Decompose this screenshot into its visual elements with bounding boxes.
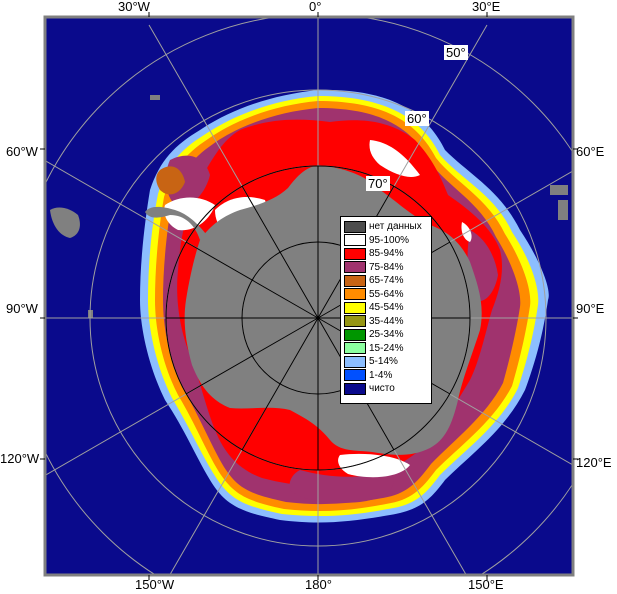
legend-swatch [344, 234, 366, 246]
ice-purple-patch [165, 155, 210, 206]
legend-label: чисто [369, 383, 395, 394]
ice-purple-patch-3 [289, 470, 394, 503]
lon-label-30w: 30°W [118, 0, 150, 14]
lon-label-150w: 150°W [135, 577, 175, 592]
legend-label: 95-100% [369, 234, 410, 246]
legend-swatch [344, 355, 366, 368]
legend-swatch [344, 288, 366, 300]
legend-label: 5-14% [369, 356, 398, 367]
legend-label: 85-94% [369, 248, 404, 259]
legend-item: 45-54% [344, 301, 431, 314]
legend-swatch [344, 220, 366, 233]
legend-label: 15-24% [369, 342, 404, 354]
legend-label: 55-64% [369, 288, 404, 300]
legend-swatch [344, 369, 366, 381]
legend-item: 85-94% [344, 247, 431, 260]
legend-swatch [344, 342, 366, 354]
ice-orange-patch [156, 166, 185, 195]
legend-label: нет данных [369, 221, 422, 232]
lon-label-180: 180° [305, 577, 332, 592]
lon-label-120e: 120°E [576, 455, 612, 470]
legend-item: 15-24% [344, 342, 431, 355]
land-patch-right-2 [558, 200, 568, 220]
legend: нет данных 95-100% 85-94% 75-84% 65-74% 55-64… [340, 216, 432, 404]
legend-swatch [344, 301, 366, 314]
legend-swatch [344, 328, 366, 341]
legend-swatch [344, 247, 366, 260]
legend-item: 5-14% [344, 355, 431, 368]
legend-swatch [344, 261, 366, 273]
lon-label-90e: 90°E [576, 301, 605, 316]
axis-ticks [40, 12, 578, 580]
land-patch-small [150, 95, 160, 100]
legend-label: 35-44% [369, 315, 404, 327]
legend-item: 1-4% [344, 369, 431, 382]
legend-item: 55-64% [344, 288, 431, 301]
map-frame [43, 15, 575, 577]
land-patch-left [50, 207, 80, 238]
legend-label: 1-4% [369, 369, 393, 381]
lat-label-60: 60° [405, 111, 429, 126]
legend-label: 65-74% [369, 275, 404, 286]
legend-swatch [344, 315, 366, 327]
lon-label-30e: 30°E [472, 0, 501, 14]
ice-white-patch-4 [338, 453, 410, 478]
lon-label-60w: 60°W [6, 144, 38, 159]
lat-label-50: 50° [444, 45, 468, 60]
legend-item: 35-44% [344, 315, 431, 328]
legend-item: нет данных [344, 220, 431, 233]
lon-label-0: 0° [309, 0, 322, 14]
legend-label: 25-34% [369, 329, 404, 340]
ice-white-patch-3 [369, 140, 420, 177]
legend-item: 75-84% [344, 261, 431, 274]
legend-item: 65-74% [344, 274, 431, 287]
ice-white-patch [164, 197, 215, 231]
lon-label-90w: 90°W [6, 301, 38, 316]
lon-label-120w: 120°W [0, 451, 40, 466]
antarctic-peninsula [145, 206, 206, 240]
land-patch-right [550, 185, 568, 195]
lon-label-60e: 60°E [576, 144, 605, 159]
legend-label: 75-84% [369, 261, 404, 273]
legend-swatch [344, 382, 366, 395]
legend-item: 25-34% [344, 328, 431, 341]
legend-label: 45-54% [369, 302, 404, 313]
legend-swatch [344, 274, 366, 287]
lon-label-150e: 150°E [468, 577, 504, 592]
lat-label-70: 70° [366, 176, 390, 191]
legend-item: 95-100% [344, 234, 431, 247]
legend-item: чисто [344, 382, 431, 395]
